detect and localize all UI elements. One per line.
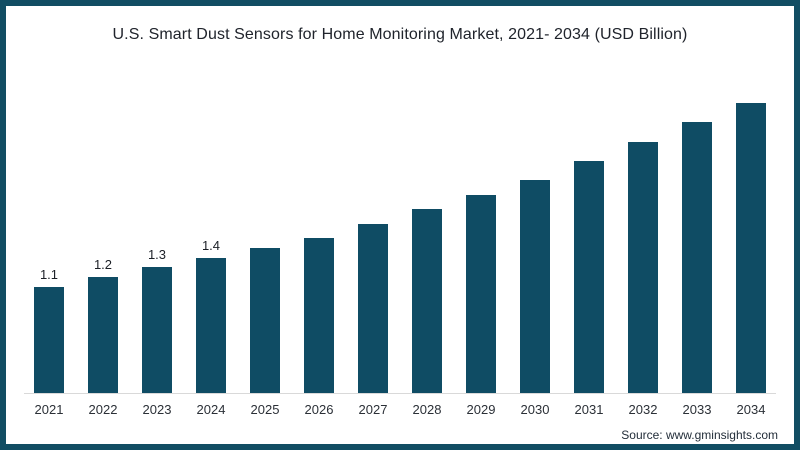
bar-column: 2031: [574, 161, 604, 417]
bar-column: 2030: [520, 180, 550, 417]
bar: [142, 267, 172, 393]
bar-column: 2033: [682, 122, 712, 417]
bar-column: 2029: [466, 195, 496, 417]
bar-column: 2025: [250, 248, 280, 417]
bar-column: 2027: [358, 224, 388, 417]
x-axis-line: [24, 393, 776, 394]
x-tick-label: 2023: [142, 402, 172, 417]
x-tick-label: 2022: [88, 402, 118, 417]
bar-column: 1.3 2023: [142, 247, 172, 417]
bar: [466, 195, 496, 393]
chart-title: U.S. Smart Dust Sensors for Home Monitor…: [112, 26, 688, 43]
bar: [196, 258, 226, 393]
x-tick-label: 2026: [304, 402, 334, 417]
bar: [520, 180, 550, 393]
x-tick-label: 2024: [196, 402, 226, 417]
x-tick-label: 2028: [412, 402, 442, 417]
x-tick-label: 2021: [34, 402, 64, 417]
bar: [358, 224, 388, 393]
bar: [304, 238, 334, 393]
bar-value-label: 1.2: [93, 257, 113, 272]
source-attribution: Source: www.gminsights.com: [621, 428, 778, 442]
bars-container: 1.1 2021 1.2 2022 1.3 2023 1.4 2024 2025 2026 2027…: [34, 98, 766, 417]
bar-column: 2032: [628, 142, 658, 417]
bar: [574, 161, 604, 393]
bar-value-label: 1.3: [147, 247, 167, 262]
bar-column: 2026: [304, 238, 334, 417]
x-tick-label: 2034: [736, 402, 766, 417]
bar: [88, 277, 118, 393]
x-tick-label: 2027: [358, 402, 388, 417]
plot-area: 1.1 2021 1.2 2022 1.3 2023 1.4 2024 2025 2026 2027…: [6, 6, 794, 444]
x-tick-label: 2033: [682, 402, 712, 417]
bar: [736, 103, 766, 393]
bar-column: 1.2 2022: [88, 257, 118, 417]
bar: [34, 287, 64, 393]
bar-column: 2034: [736, 103, 766, 417]
bar-column: 2028: [412, 209, 442, 417]
bar-value-label: 1.1: [39, 267, 59, 282]
bar-column: 1.4 2024: [196, 238, 226, 417]
x-tick-label: 2030: [520, 402, 550, 417]
x-tick-label: 2032: [628, 402, 658, 417]
bar-value-label: 1.4: [201, 238, 221, 253]
bar: [628, 142, 658, 393]
bar: [250, 248, 280, 393]
bar-column: 1.1 2021: [34, 267, 64, 417]
x-tick-label: 2025: [250, 402, 280, 417]
bar: [412, 209, 442, 393]
bar: [682, 122, 712, 393]
x-tick-label: 2031: [574, 402, 604, 417]
x-tick-label: 2029: [466, 402, 496, 417]
